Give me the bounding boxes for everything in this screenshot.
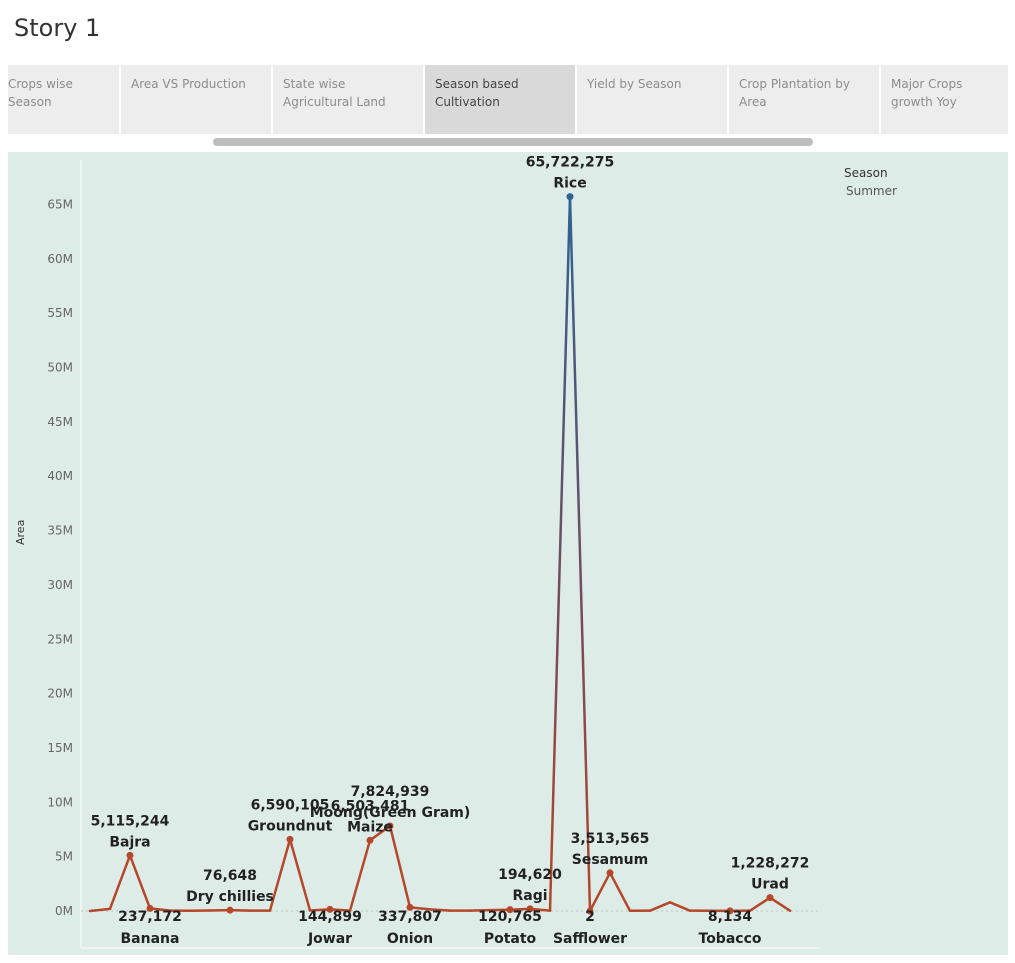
data-point-bajra[interactable] (126, 851, 134, 859)
series-line-segment (288, 838, 312, 912)
crop-label-potato: Potato (484, 931, 537, 947)
crop-label-bajra: Bajra (109, 834, 150, 850)
value-label-safflower: 2 (585, 909, 595, 925)
value-label-potato: 120,765 (478, 909, 542, 925)
series-line-segment (548, 195, 572, 912)
y-tick-label: 15M (47, 741, 73, 755)
story-tabs: Crops wise Season Area VS Production Sta… (8, 65, 1008, 134)
value-label-banana: 237,172 (118, 909, 182, 925)
crop-label-rice: Rice (553, 176, 586, 192)
value-label-jowar: 144,899 (298, 909, 362, 925)
series-line-segment (108, 854, 132, 911)
y-tick-label: 35M (47, 524, 73, 538)
tab-crops-wise-season[interactable]: Crops wise Season (8, 65, 119, 134)
value-label-rice: 65,722,275 (526, 155, 615, 171)
data-point-tobacco[interactable] (726, 907, 734, 915)
tab-label: Season based Cultivation (435, 77, 519, 109)
plot-background (8, 152, 1008, 955)
tab-label: Crop Plantation by Area (739, 77, 850, 109)
series-line-segment (468, 908, 492, 912)
data-point-maize[interactable] (366, 836, 374, 844)
crop-label-dry-chillies: Dry chillies (186, 889, 274, 905)
y-tick-label: 30M (47, 578, 73, 592)
y-tick-label: 45M (47, 415, 73, 429)
data-point-banana[interactable] (146, 904, 154, 912)
crop-label-tobacco: Tobacco (699, 931, 762, 947)
crop-label-urad: Urad (751, 877, 789, 893)
y-tick-label: 40M (47, 469, 73, 483)
tab-crop-plantation-by-area[interactable]: Crop Plantation by Area (729, 65, 879, 134)
series-line-segment (348, 839, 372, 912)
series-line-segment (388, 824, 412, 909)
data-point-jowar[interactable] (326, 905, 334, 913)
value-label-onion: 337,807 (378, 909, 442, 925)
tab-yield-by-season[interactable]: Yield by Season (577, 65, 727, 134)
y-tick-label: 0M (55, 904, 73, 918)
y-tick-label: 10M (47, 795, 73, 809)
crop-label-safflower: Safflower (553, 931, 627, 947)
y-tick-label: 65M (47, 197, 73, 211)
tab-label: Major Crops growth Yoy (891, 77, 963, 109)
value-label-ragi: 194,620 (498, 867, 562, 883)
tab-state-wise-agricultural-land[interactable]: State wise Agricultural Land (273, 65, 423, 134)
value-label-bajra: 5,115,244 (91, 813, 170, 829)
crop-label-ragi: Ragi (512, 888, 547, 904)
series-line-segment (88, 907, 112, 913)
crop-label-sesamum: Sesamum (572, 852, 649, 868)
series-line-segment (568, 195, 592, 913)
y-tick-label: 55M (47, 306, 73, 320)
crop-label-groundnut: Groundnut (248, 818, 333, 834)
value-label-sesamum: 3,513,565 (571, 831, 650, 847)
series-line-segment (268, 838, 292, 912)
legend-title: Season (844, 166, 888, 180)
data-point-dry-chillies[interactable] (226, 906, 234, 914)
value-label-groundnut: 6,590,105 (251, 797, 330, 813)
data-point-moong-green-gram-[interactable] (386, 822, 394, 830)
tab-scrollbar[interactable] (213, 138, 813, 146)
series-line-segment (128, 854, 152, 910)
crop-label-moong-green-gram-: Moong(Green Gram) (310, 805, 471, 821)
crop-label-jowar: Jowar (307, 931, 352, 947)
data-point-safflower[interactable] (586, 907, 594, 915)
value-label-dry-chillies: 76,648 (203, 868, 257, 884)
value-label-tobacco: 8,134 (708, 909, 753, 925)
y-axis-label: Area (14, 519, 27, 545)
data-point-sesamum[interactable] (606, 869, 614, 877)
tab-label: Area VS Production (131, 77, 246, 91)
legend-item-summer[interactable]: Summer (846, 184, 897, 198)
tab-major-crops-growth-yoy[interactable]: Major Crops growth Yoy (881, 65, 1008, 134)
series-line-segment (748, 896, 772, 912)
value-label-urad: 1,228,272 (731, 856, 810, 872)
value-label-moong-green-gram-: 7,824,939 (351, 784, 430, 800)
tab-label: Crops wise Season (8, 77, 73, 109)
series-line-segment (768, 896, 792, 912)
data-point-groundnut[interactable] (286, 835, 294, 843)
series-line-segment (608, 871, 632, 913)
crop-label-onion: Onion (387, 931, 433, 947)
series-line-segment (648, 901, 672, 912)
value-label-maize: 6,503,481 (331, 798, 410, 814)
y-tick-label: 60M (47, 252, 73, 266)
story-title: Story 1 (14, 14, 101, 42)
crop-label-banana: Banana (121, 931, 180, 947)
y-tick-label: 50M (47, 361, 73, 375)
series-line-segment (428, 908, 452, 912)
data-point-onion[interactable] (406, 903, 414, 911)
tab-label: Yield by Season (587, 77, 682, 91)
tab-area-vs-production[interactable]: Area VS Production (121, 65, 271, 134)
tab-season-based-cultivation[interactable]: Season based Cultivation (425, 65, 575, 134)
data-point-rice[interactable] (566, 193, 574, 201)
data-point-urad[interactable] (766, 894, 774, 902)
series-line-segment (668, 901, 692, 912)
crop-label-maize: Maize (347, 819, 393, 835)
tab-label: State wise Agricultural Land (283, 77, 386, 109)
series-line-segment (588, 871, 612, 913)
y-tick-label: 20M (47, 687, 73, 701)
data-point-potato[interactable] (506, 906, 514, 914)
data-point-ragi[interactable] (526, 905, 534, 913)
series-line-segment (368, 824, 392, 842)
y-tick-label: 25M (47, 632, 73, 646)
y-tick-label: 5M (55, 850, 73, 864)
